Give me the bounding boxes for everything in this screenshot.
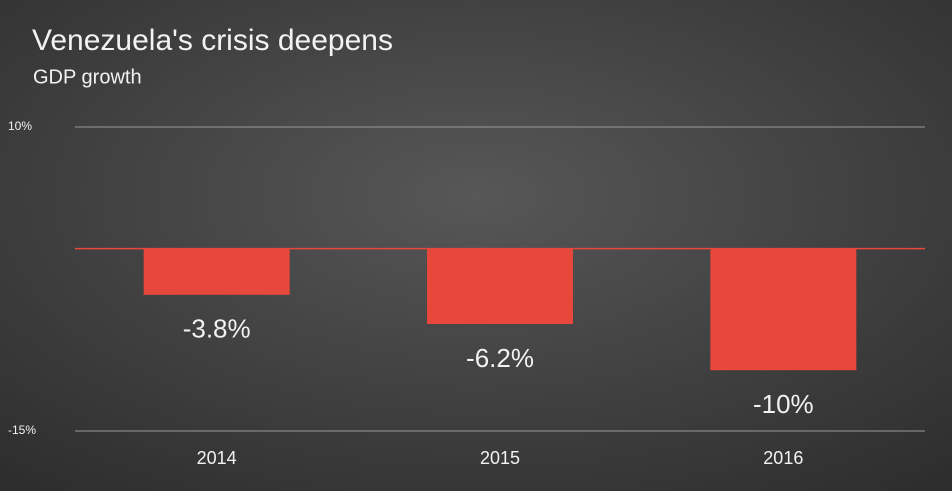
- value-label: -10%: [753, 389, 814, 419]
- value-label: -6.2%: [466, 343, 534, 373]
- bar: [427, 248, 573, 324]
- value-label: -3.8%: [183, 314, 251, 344]
- bar: [710, 248, 857, 371]
- chart-subtitle: GDP growth: [33, 66, 142, 88]
- y-tick-label: 10%: [8, 119, 32, 133]
- chart-title: Venezuela's crisis deepens: [32, 24, 393, 57]
- x-tick-label: 2015: [480, 448, 520, 468]
- y-tick-label: -15%: [8, 423, 36, 437]
- x-tick-label: 2014: [197, 448, 237, 468]
- x-tick-label: 2016: [763, 448, 803, 468]
- bar: [143, 248, 290, 295]
